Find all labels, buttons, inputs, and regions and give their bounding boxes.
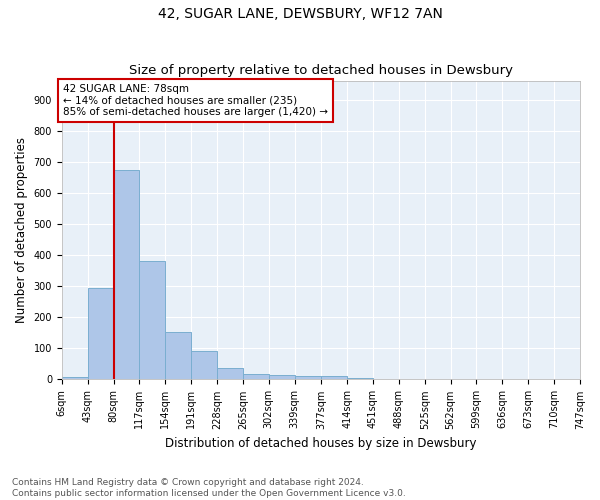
Bar	[139, 262, 165, 380]
Bar	[165, 332, 191, 380]
Title: Size of property relative to detached houses in Dewsbury: Size of property relative to detached ho…	[129, 64, 513, 77]
Bar	[217, 368, 243, 380]
Text: 42, SUGAR LANE, DEWSBURY, WF12 7AN: 42, SUGAR LANE, DEWSBURY, WF12 7AN	[158, 8, 442, 22]
Bar	[243, 374, 269, 380]
Bar	[295, 376, 321, 380]
Text: 42 SUGAR LANE: 78sqm
← 14% of detached houses are smaller (235)
85% of semi-deta: 42 SUGAR LANE: 78sqm ← 14% of detached h…	[63, 84, 328, 117]
Bar	[321, 376, 347, 380]
Y-axis label: Number of detached properties: Number of detached properties	[15, 137, 28, 323]
Bar	[269, 376, 295, 380]
Bar	[191, 352, 217, 380]
Bar	[347, 378, 373, 380]
Bar	[113, 170, 139, 380]
Bar	[62, 377, 88, 380]
Bar	[88, 288, 113, 380]
Text: Contains HM Land Registry data © Crown copyright and database right 2024.
Contai: Contains HM Land Registry data © Crown c…	[12, 478, 406, 498]
X-axis label: Distribution of detached houses by size in Dewsbury: Distribution of detached houses by size …	[165, 437, 476, 450]
